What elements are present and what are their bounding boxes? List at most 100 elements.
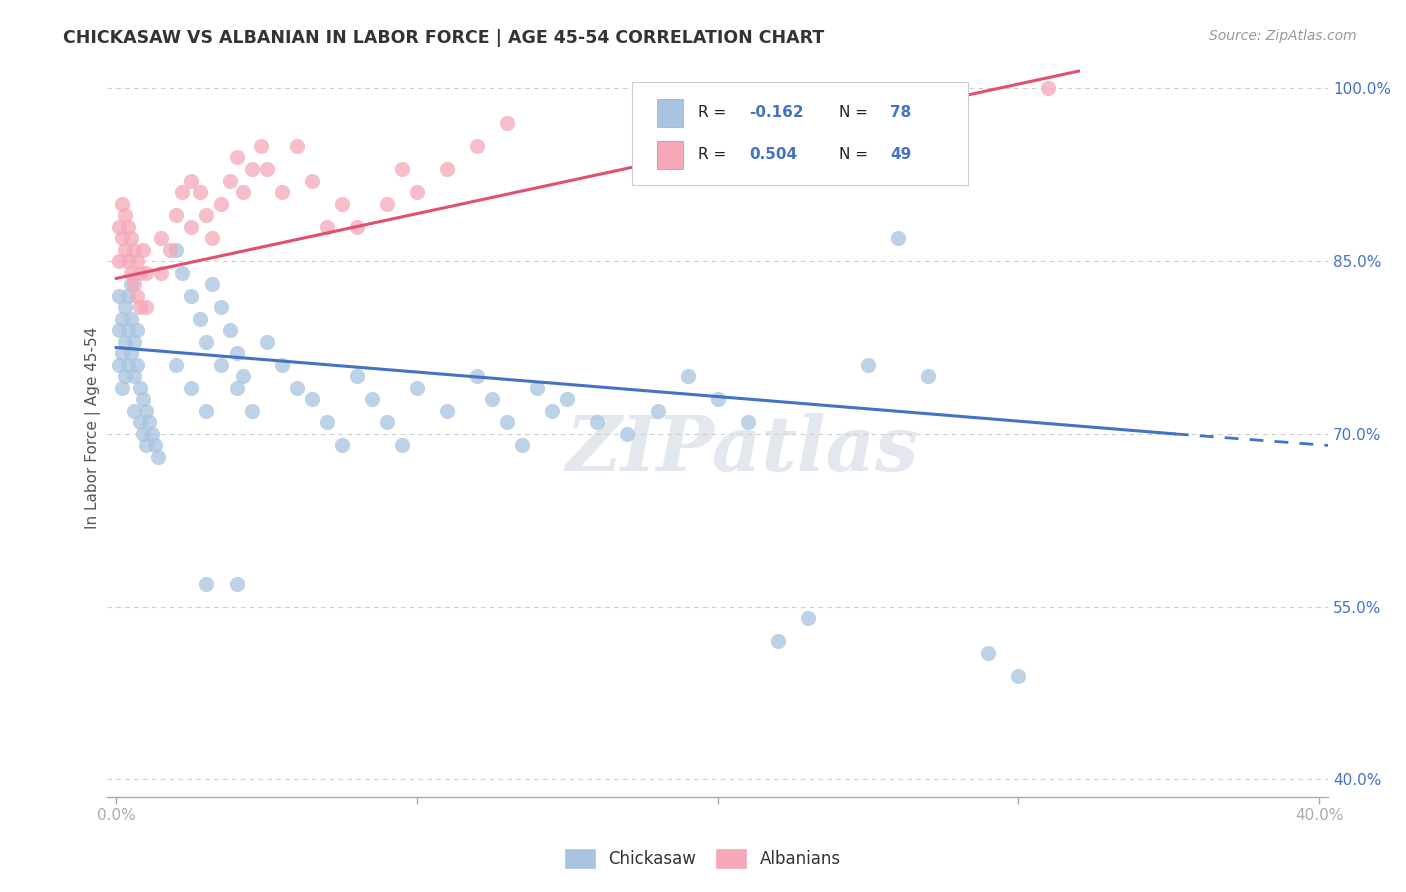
Point: [127, 288, 149, 302]
Point: [120, 311, 142, 326]
Point: [114, 300, 136, 314]
Text: 78: 78: [890, 105, 911, 120]
Point: [391, 438, 413, 452]
Point: [797, 611, 820, 625]
Point: [165, 243, 187, 257]
Point: [150, 266, 173, 280]
Point: [108, 254, 131, 268]
Point: [211, 196, 233, 211]
Point: [135, 438, 157, 452]
Point: [201, 277, 224, 292]
FancyBboxPatch shape: [633, 82, 967, 185]
Point: [219, 173, 242, 187]
Y-axis label: In Labor Force | Age 45-54: In Labor Force | Age 45-54: [86, 327, 101, 529]
Point: [117, 219, 139, 234]
Point: [225, 151, 247, 165]
Point: [114, 334, 136, 349]
Point: [122, 404, 145, 418]
Point: [111, 196, 134, 211]
Point: [132, 392, 155, 407]
Point: [240, 404, 263, 418]
Point: [917, 369, 939, 384]
Point: [346, 369, 368, 384]
Point: [195, 576, 218, 591]
Point: [346, 219, 368, 234]
Point: [647, 404, 669, 418]
Legend: Chickasaw, Albanians: Chickasaw, Albanians: [558, 842, 848, 875]
Point: [231, 369, 253, 384]
FancyBboxPatch shape: [657, 99, 683, 127]
Point: [132, 243, 155, 257]
Point: [129, 416, 152, 430]
Point: [127, 254, 149, 268]
Point: [148, 450, 170, 464]
Point: [122, 277, 145, 292]
Point: [406, 381, 429, 395]
Point: [285, 381, 308, 395]
Point: [270, 358, 292, 372]
Text: N =: N =: [838, 105, 872, 120]
Point: [256, 334, 278, 349]
Point: [108, 219, 131, 234]
Point: [135, 266, 157, 280]
Point: [256, 161, 278, 176]
Point: [172, 266, 194, 280]
Point: [141, 426, 163, 441]
Text: 0.504: 0.504: [749, 147, 797, 162]
Point: [120, 346, 142, 360]
Point: [391, 161, 413, 176]
Point: [195, 208, 218, 222]
Point: [135, 300, 157, 314]
Point: [526, 381, 548, 395]
Point: [165, 358, 187, 372]
Point: [375, 196, 398, 211]
Point: [190, 311, 212, 326]
Point: [231, 185, 253, 199]
Point: [301, 392, 323, 407]
Point: [108, 323, 131, 337]
Point: [977, 646, 1000, 660]
Point: [138, 416, 160, 430]
Point: [195, 404, 218, 418]
Text: -0.162: -0.162: [749, 105, 804, 120]
Point: [211, 358, 233, 372]
Point: [159, 243, 181, 257]
Point: [120, 266, 142, 280]
Point: [120, 231, 142, 245]
Point: [108, 288, 131, 302]
Point: [117, 323, 139, 337]
Point: [129, 300, 152, 314]
Point: [737, 416, 759, 430]
Point: [211, 300, 233, 314]
Point: [120, 277, 142, 292]
Text: CHICKASAW VS ALBANIAN IN LABOR FORCE | AGE 45-54 CORRELATION CHART: CHICKASAW VS ALBANIAN IN LABOR FORCE | A…: [63, 29, 824, 46]
Point: [122, 369, 145, 384]
Point: [541, 404, 564, 418]
Point: [129, 381, 152, 395]
Point: [114, 208, 136, 222]
Point: [122, 243, 145, 257]
Point: [285, 139, 308, 153]
Point: [111, 381, 134, 395]
FancyBboxPatch shape: [657, 141, 683, 169]
Point: [586, 416, 609, 430]
Point: [270, 185, 292, 199]
Point: [1007, 669, 1029, 683]
Text: N =: N =: [838, 147, 872, 162]
Point: [111, 311, 134, 326]
Point: [117, 254, 139, 268]
Point: [555, 392, 578, 407]
Point: [165, 208, 187, 222]
Point: [465, 139, 488, 153]
Point: [122, 334, 145, 349]
Point: [496, 416, 519, 430]
Point: [436, 161, 458, 176]
Point: [510, 438, 533, 452]
Point: [127, 358, 149, 372]
Point: [315, 416, 337, 430]
Point: [117, 358, 139, 372]
Point: [114, 369, 136, 384]
Point: [172, 185, 194, 199]
Text: 49: 49: [890, 147, 911, 162]
Point: [330, 438, 353, 452]
